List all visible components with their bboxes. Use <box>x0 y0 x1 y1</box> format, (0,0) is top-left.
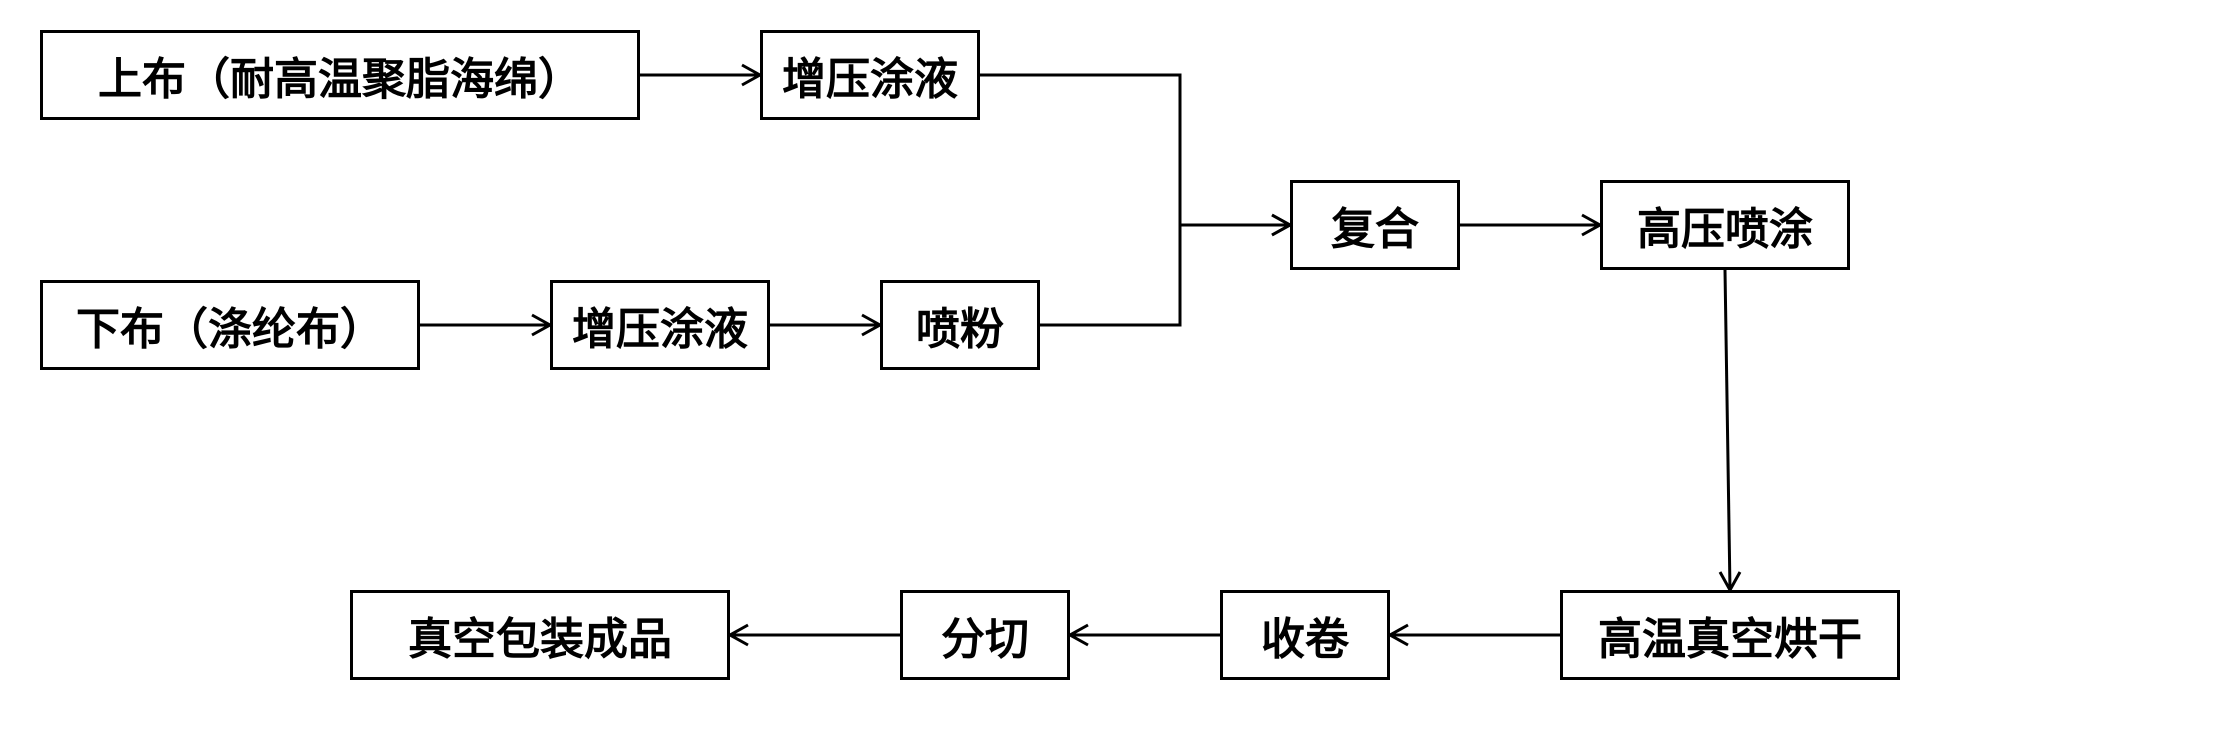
node-n5: 喷粉 <box>880 280 1040 370</box>
node-n6: 复合 <box>1290 180 1460 270</box>
edge-n5-n6 <box>1040 225 1290 325</box>
node-n4: 增压涂液 <box>550 280 770 370</box>
node-n3: 下布（涤纶布） <box>40 280 420 370</box>
node-n2: 增压涂液 <box>760 30 980 120</box>
node-n1: 上布（耐高温聚脂海绵） <box>40 30 640 120</box>
edge-n7-n8 <box>1725 270 1730 590</box>
edge-n2-n6 <box>980 75 1290 225</box>
node-n7: 高压喷涂 <box>1600 180 1850 270</box>
node-n11: 真空包装成品 <box>350 590 730 680</box>
node-n10: 分切 <box>900 590 1070 680</box>
node-n9: 收卷 <box>1220 590 1390 680</box>
flowchart-canvas: 上布（耐高温聚脂海绵）增压涂液下布（涤纶布）增压涂液喷粉复合高压喷涂高温真空烘干… <box>0 0 2220 750</box>
node-n8: 高温真空烘干 <box>1560 590 1900 680</box>
